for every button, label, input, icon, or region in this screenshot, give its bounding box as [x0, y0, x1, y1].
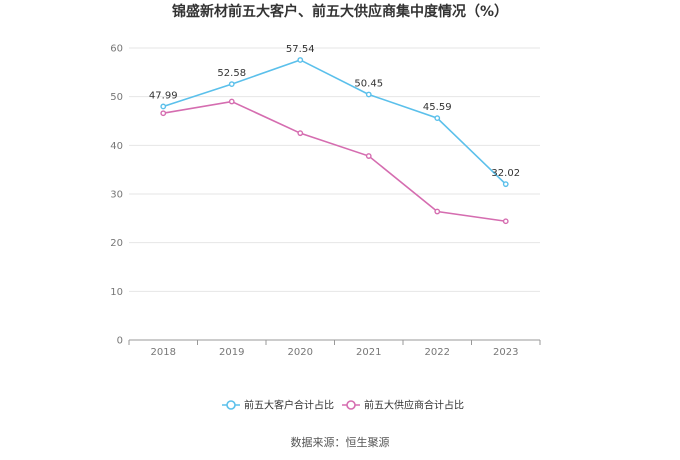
series-lines	[160, 57, 509, 225]
x-tick-label: 2023	[493, 347, 518, 358]
y-tick-label: 50	[110, 92, 123, 103]
legend-item-1[interactable]: 前五大客户合计占比	[222, 399, 334, 412]
legend-label: 前五大客户合计占比	[244, 399, 334, 412]
axes: 0 10 20 30 40 50 60 2018 2019 2020 2021 2022 2023	[110, 44, 541, 358]
legend-circle-marker	[346, 400, 356, 410]
chart-title: 锦盛新材前五大客户、前五大供应商集中度情况（%）	[172, 3, 508, 20]
data-point[interactable]	[434, 115, 441, 122]
data-label: 50.45	[354, 78, 383, 89]
data-point[interactable]	[228, 98, 235, 105]
data-point[interactable]	[160, 110, 167, 117]
data-point[interactable]	[297, 57, 304, 63]
x-tick-label: 2020	[288, 347, 313, 358]
legend-label: 前五大供应商合计占比	[364, 399, 464, 412]
source-note: 数据来源：恒生聚源	[291, 435, 390, 449]
x-tick-label: 2019	[219, 347, 244, 358]
y-tick-label: 10	[110, 287, 123, 298]
grid-lines	[129, 47, 540, 292]
series-line-2	[163, 100, 506, 223]
legend-item-2[interactable]: 前五大供应商合计占比	[342, 399, 464, 412]
y-tick-label: 20	[110, 238, 123, 249]
data-label: 57.54	[286, 44, 315, 55]
data-point[interactable]	[365, 153, 372, 159]
y-tick-label: 40	[110, 141, 123, 152]
y-tick-label: 30	[110, 190, 123, 201]
series-line-1	[163, 59, 507, 185]
data-point[interactable]	[365, 91, 372, 98]
y-tick-label: 0	[117, 336, 123, 347]
data-point[interactable]	[434, 208, 441, 215]
y-tick-label: 60	[110, 44, 123, 55]
data-point[interactable]	[228, 81, 235, 88]
data-point[interactable]	[297, 130, 304, 137]
legend[interactable]: 前五大客户合计占比 前五大供应商合计占比	[222, 399, 464, 412]
data-label: 32.02	[491, 168, 520, 179]
x-tick-label: 2021	[356, 347, 381, 358]
data-point[interactable]	[502, 181, 509, 188]
data-label: 45.59	[423, 102, 452, 113]
x-tick-label: 2018	[151, 347, 176, 358]
x-tick-label: 2022	[425, 347, 450, 358]
data-labels: 47.99 52.58 57.54 50.45 45.59 32.02	[149, 44, 520, 179]
data-point[interactable]	[502, 218, 509, 225]
legend-circle-marker	[226, 400, 236, 410]
data-point[interactable]	[160, 103, 167, 110]
data-label: 52.58	[217, 68, 246, 79]
data-label: 47.99	[149, 90, 178, 101]
